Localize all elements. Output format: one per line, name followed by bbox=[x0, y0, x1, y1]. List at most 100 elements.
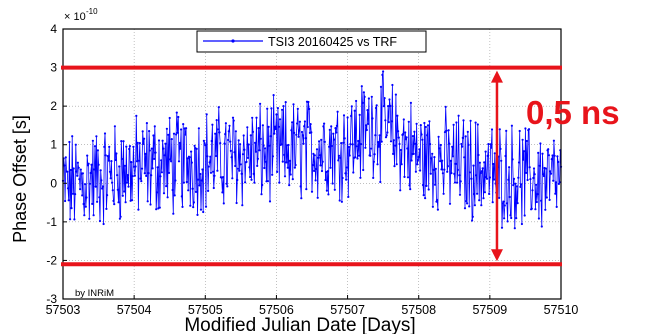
series-point bbox=[481, 167, 484, 170]
series-point bbox=[154, 151, 157, 154]
series-point bbox=[429, 172, 432, 175]
series-point bbox=[451, 145, 454, 148]
series-point bbox=[511, 158, 514, 161]
series-point bbox=[134, 165, 137, 168]
series-point bbox=[277, 125, 280, 128]
series-point bbox=[456, 181, 459, 184]
x-tick-label: 57506 bbox=[259, 303, 294, 317]
series-point bbox=[298, 120, 301, 123]
series-point bbox=[477, 153, 480, 157]
series-point bbox=[394, 144, 397, 147]
series-point bbox=[90, 163, 93, 166]
y-tick-label: 3 bbox=[50, 61, 57, 75]
series-point bbox=[500, 159, 503, 162]
series-point bbox=[262, 144, 265, 147]
series-point bbox=[472, 164, 475, 167]
series-point bbox=[204, 205, 208, 208]
series-point bbox=[541, 152, 544, 155]
series-point bbox=[181, 205, 184, 208]
series-point bbox=[172, 132, 176, 135]
series-point bbox=[79, 188, 82, 191]
series-point bbox=[95, 135, 98, 138]
series-point bbox=[224, 133, 227, 136]
series-point bbox=[355, 99, 358, 103]
series-point bbox=[366, 109, 369, 112]
series-point bbox=[208, 161, 211, 164]
series-point bbox=[513, 227, 516, 230]
series-point bbox=[123, 164, 126, 167]
series-point bbox=[150, 174, 153, 177]
series-point bbox=[414, 142, 417, 145]
series-point bbox=[175, 133, 178, 136]
series-point bbox=[152, 134, 155, 137]
series-point bbox=[490, 146, 493, 149]
series-point bbox=[319, 164, 322, 167]
series-point bbox=[484, 150, 487, 153]
series-point bbox=[219, 142, 222, 145]
series-point bbox=[545, 167, 548, 170]
watermark: by INRiM bbox=[75, 288, 114, 299]
series-point bbox=[514, 182, 517, 185]
series-point bbox=[153, 125, 156, 128]
plot-frame bbox=[62, 28, 562, 300]
series-point bbox=[500, 226, 504, 229]
series-point bbox=[130, 199, 134, 202]
series-point bbox=[490, 128, 494, 131]
series-point bbox=[254, 141, 257, 144]
series-point bbox=[98, 219, 102, 223]
series-point bbox=[215, 119, 218, 122]
series-point bbox=[347, 195, 350, 198]
series-point bbox=[480, 204, 483, 207]
series-point bbox=[552, 179, 555, 182]
series-point bbox=[288, 184, 291, 187]
series-point bbox=[529, 178, 532, 181]
series-point bbox=[478, 161, 481, 164]
series-point bbox=[451, 155, 454, 158]
series-point bbox=[131, 175, 134, 178]
series-point bbox=[76, 161, 79, 164]
series-point bbox=[412, 152, 415, 155]
series-point bbox=[281, 108, 284, 111]
series-point bbox=[448, 202, 452, 205]
series-point bbox=[96, 149, 99, 152]
series-point bbox=[195, 147, 198, 150]
series-point bbox=[428, 120, 431, 123]
series-point bbox=[71, 192, 75, 195]
series-point bbox=[199, 208, 203, 211]
series-point bbox=[251, 116, 254, 119]
series-point bbox=[185, 180, 188, 184]
series-point bbox=[402, 133, 405, 136]
series-point bbox=[117, 201, 120, 204]
series-point bbox=[390, 120, 393, 123]
series-point bbox=[394, 93, 397, 96]
series-point bbox=[69, 168, 72, 172]
series-point bbox=[384, 119, 387, 122]
series-point bbox=[342, 114, 346, 117]
series-point bbox=[349, 143, 352, 146]
series-point bbox=[420, 133, 423, 136]
series-point bbox=[332, 132, 335, 135]
series-point bbox=[346, 116, 349, 119]
series-point bbox=[365, 128, 368, 132]
series-point bbox=[323, 122, 326, 125]
series-point bbox=[198, 184, 201, 187]
series-point bbox=[218, 131, 221, 134]
series-point bbox=[530, 207, 533, 210]
series-point bbox=[93, 145, 97, 148]
series-point bbox=[77, 166, 80, 169]
series-point bbox=[251, 130, 255, 133]
series-point bbox=[163, 154, 166, 157]
series-point bbox=[168, 116, 171, 120]
series-point bbox=[136, 141, 139, 144]
series-point bbox=[229, 149, 232, 152]
series-point bbox=[204, 144, 207, 147]
series-point bbox=[553, 154, 556, 157]
series-point bbox=[222, 176, 225, 179]
series-point bbox=[114, 158, 117, 162]
series-point bbox=[155, 208, 158, 211]
series-point bbox=[335, 124, 338, 127]
series-point bbox=[447, 129, 450, 132]
series-point bbox=[424, 197, 427, 200]
series-point bbox=[110, 160, 113, 163]
series-point bbox=[238, 169, 241, 172]
